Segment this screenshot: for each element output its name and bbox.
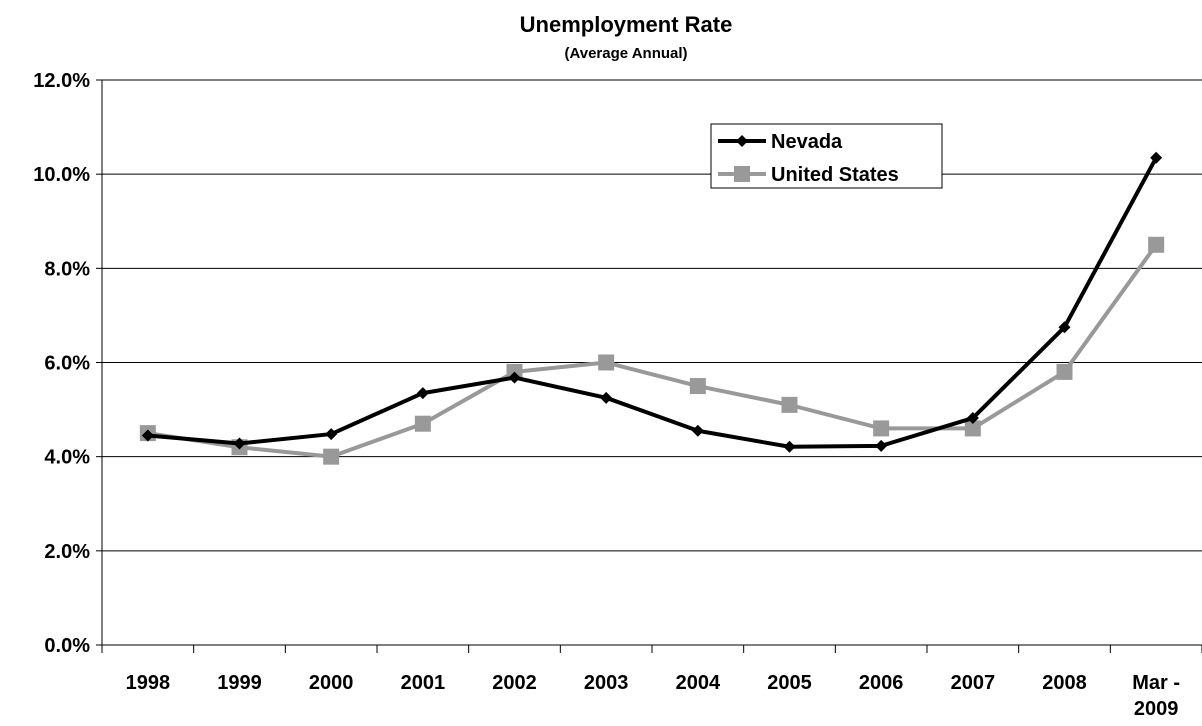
y-tick-label: 4.0%: [44, 447, 90, 469]
data-point: [781, 396, 798, 413]
x-tick-label: 2000: [309, 672, 354, 694]
series-line: [147, 156, 1158, 449]
data-point: [875, 439, 888, 452]
data-point: [233, 437, 246, 450]
x-tick-label: 2006: [859, 672, 904, 694]
data-point: [689, 378, 706, 395]
legend-item: United States: [718, 164, 899, 186]
data-point: [416, 387, 429, 400]
data-point: [783, 440, 796, 453]
legend-label: United States: [771, 164, 899, 186]
y-tick-label: 6.0%: [44, 353, 90, 375]
legend-item: Nevada: [718, 131, 843, 153]
legend-marker: [736, 135, 748, 147]
y-tick-label: 12.0%: [33, 70, 90, 92]
y-tick-label: 2.0%: [44, 541, 90, 563]
x-tick-label: 2001: [401, 672, 446, 694]
y-tick-label: 8.0%: [44, 258, 90, 280]
data-point: [414, 415, 431, 432]
data-point: [873, 420, 890, 437]
data-point: [598, 354, 615, 371]
series-line: [147, 243, 1158, 459]
series-nevada: [141, 151, 1163, 453]
x-tick-label: 1998: [126, 672, 171, 694]
y-tick-label: 10.0%: [33, 164, 90, 186]
data-point: [1058, 321, 1071, 334]
data-point: [964, 420, 981, 437]
x-tick-label: 2002: [492, 672, 537, 694]
data-point: [1148, 236, 1165, 253]
x-tick-label: 2005: [767, 672, 812, 694]
y-axis-ticks: 0.0% 2.0% 4.0% 6.0% 8.0% 10.0% 12.0%: [33, 70, 102, 657]
data-point: [691, 424, 704, 437]
x-tick-label: 2008: [1042, 672, 1087, 694]
data-point: [325, 428, 338, 441]
x-axis-ticks: 1998 1999 2000 2001 2002 2003 2004 2005 2006 2007…: [101, 645, 1202, 720]
data-point: [600, 391, 613, 404]
data-point: [508, 371, 521, 384]
x-tick-label: 1999: [217, 672, 262, 694]
legend: Nevada United States: [710, 123, 943, 189]
data-point: [323, 448, 340, 465]
legend-marker: [734, 166, 750, 182]
data-point: [966, 412, 979, 425]
y-tick-label: 0.0%: [44, 635, 90, 657]
legend-label: Nevada: [771, 131, 843, 153]
x-tick-label: 2004: [676, 672, 721, 694]
data-point: [1056, 363, 1073, 380]
x-tick-label: 2003: [584, 672, 629, 694]
series-lines: [139, 151, 1165, 465]
data-point: [1150, 151, 1163, 164]
chart-title: Unemployment Rate: [520, 12, 733, 37]
chart-subtitle: (Average Annual): [564, 45, 687, 62]
x-tick-label: 2007: [951, 672, 996, 694]
gridlines: [102, 79, 1202, 552]
series-united-states: [139, 236, 1165, 465]
x-tick-label: Mar -2009: [1132, 672, 1180, 720]
data-point: [141, 429, 154, 442]
